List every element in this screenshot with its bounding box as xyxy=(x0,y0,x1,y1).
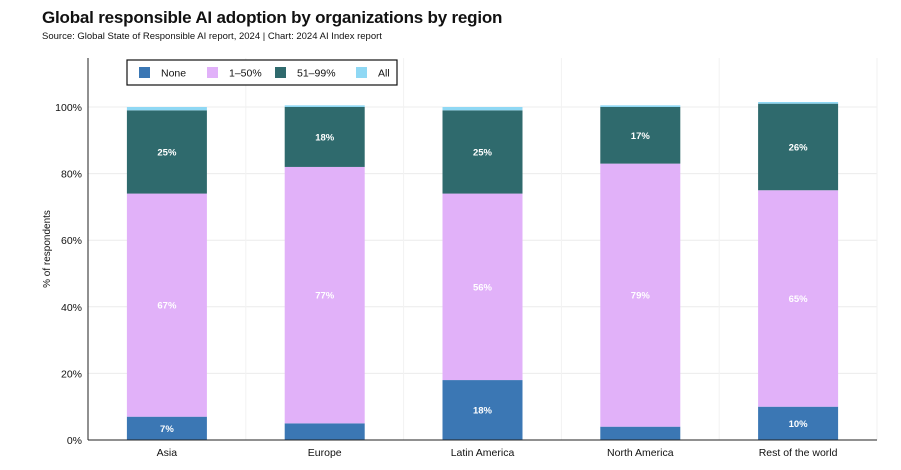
legend-label: All xyxy=(378,68,390,80)
legend-swatch xyxy=(207,67,218,78)
bar-segment xyxy=(442,193,523,381)
bar-segment xyxy=(126,110,207,194)
bar-segment xyxy=(284,105,365,107)
chart-title: Global responsible AI adoption by organi… xyxy=(42,8,503,27)
bar-segment xyxy=(284,107,365,167)
x-tick-label: Rest of the world xyxy=(759,447,838,459)
x-tick-label: Europe xyxy=(308,447,342,459)
data-label: 17% xyxy=(631,131,651,142)
y-tick-label: 80% xyxy=(61,169,82,181)
y-axis-title: % of respondents xyxy=(42,210,53,288)
y-tick-label: 100% xyxy=(55,102,82,114)
bars-layer: 7% 67% 25% 77% 18% 18% 56% 25% 79% 17% 10% 65% 26% xyxy=(126,102,839,440)
legend-label: 51–99% xyxy=(297,68,336,80)
data-label: 79% xyxy=(631,291,651,302)
data-label: 7% xyxy=(160,424,174,435)
data-label: 18% xyxy=(473,406,493,417)
bar-segment xyxy=(758,103,839,191)
bar-segment xyxy=(758,406,839,440)
y-tick-label: 0% xyxy=(67,435,82,447)
data-label: 26% xyxy=(789,142,809,153)
bar-segment xyxy=(126,193,207,417)
bar-segment xyxy=(442,107,523,111)
y-tick-label: 60% xyxy=(61,235,82,247)
legend: None 1–50% 51–99% All xyxy=(126,59,398,86)
data-label: 77% xyxy=(315,291,335,302)
bar-segment xyxy=(600,105,681,107)
data-label: 25% xyxy=(473,147,493,158)
legend-label: 1–50% xyxy=(229,68,262,80)
x-tick-label: North America xyxy=(607,447,674,459)
axes-layer: 0% 20% 40% 60% 80% 100% Asia Europe Latin Americ… xyxy=(42,58,877,459)
x-tick-label: Latin America xyxy=(451,447,515,459)
bar-segment xyxy=(442,380,523,440)
bar-segment xyxy=(758,190,839,407)
chart-subtitle: Source: Global State of Responsible AI r… xyxy=(42,31,382,42)
legend-swatch xyxy=(139,67,150,78)
y-tick-label: 20% xyxy=(61,368,82,380)
bar-segment xyxy=(442,110,523,194)
data-label: 18% xyxy=(315,132,335,143)
data-label: 67% xyxy=(157,301,177,312)
bar-segment xyxy=(284,166,365,424)
bar-segment xyxy=(758,102,839,104)
bar-segment xyxy=(600,426,681,440)
bar-segment xyxy=(126,416,207,440)
bar-segment xyxy=(600,163,681,427)
bar-segment xyxy=(284,423,365,440)
legend-box xyxy=(126,59,398,86)
data-label: 56% xyxy=(473,282,493,293)
legend-swatch xyxy=(275,67,286,78)
legend-label: None xyxy=(161,68,186,80)
bar-segment xyxy=(600,107,681,164)
legend-swatch xyxy=(356,67,367,78)
data-label: 10% xyxy=(789,419,809,430)
y-tick-label: 40% xyxy=(61,302,82,314)
data-label: 25% xyxy=(157,147,177,158)
bar-segment xyxy=(126,107,207,111)
data-label: 65% xyxy=(789,294,809,305)
x-tick-label: Asia xyxy=(157,447,178,459)
